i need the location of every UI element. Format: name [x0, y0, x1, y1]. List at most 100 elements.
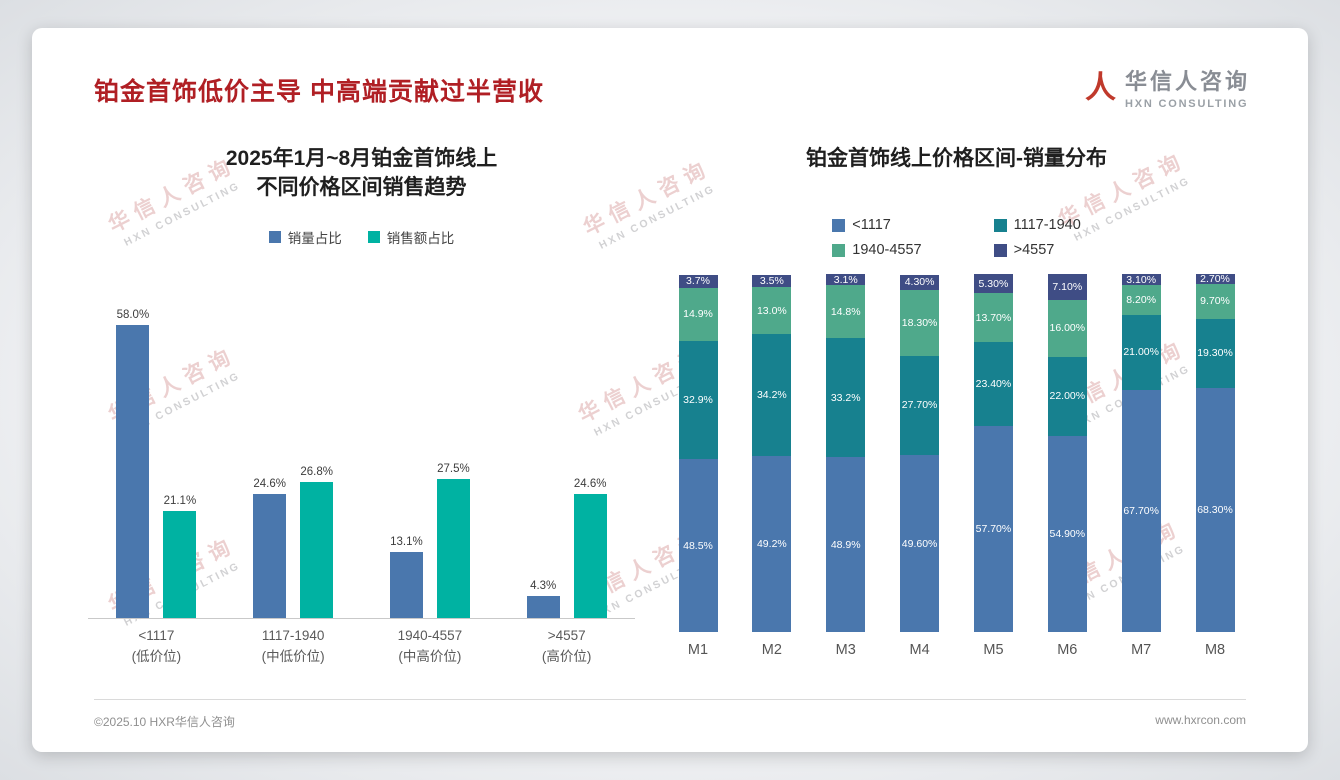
x-axis-label: M5 — [983, 642, 1004, 659]
stack-segment: 3.10% — [1121, 274, 1161, 286]
copyright-text: ©2025.10 HXR华信人咨询 — [94, 715, 235, 729]
segment-value-label: 34.2% — [756, 389, 787, 402]
bar: 21.1% — [163, 495, 197, 618]
stack-column: 67.70% 21.00% 8.20% 3.10% — [1104, 274, 1178, 633]
x-axis-label: M3 — [835, 642, 856, 659]
segment-value-label: 14.9% — [683, 308, 713, 321]
x-axis-label: M7 — [1131, 642, 1152, 659]
legend-item: <1117 — [832, 217, 921, 233]
left-chart-legend: 销量占比 销售额占比 — [88, 227, 635, 247]
bar-group: 58.0% 21.1% — [88, 279, 225, 618]
stack-segment: 49.2% — [752, 456, 792, 633]
bar-group: 24.6% 26.8% — [225, 279, 362, 618]
segment-value-label: 13.70% — [975, 311, 1012, 324]
stack-bar: 67.70% 21.00% 8.20% 3.10% — [1121, 274, 1161, 633]
bar: 24.6% — [573, 477, 607, 618]
legend-swatch — [832, 243, 846, 257]
legend-swatch — [993, 243, 1007, 257]
x-axis-label: >4557 (高价位) — [541, 627, 592, 664]
left-chart-plot: 58.0% 21.1% 24.6% 26.8% 13.1% 27.5% 4.3% 24.6% — [88, 279, 636, 619]
stack-bar: 48.9% 33.2% 14.8% 3.1% — [826, 274, 866, 633]
left-chart-title: 2025年1月~8月铂金首饰线上 不同价格区间销售趋势 — [225, 147, 498, 200]
stacked-bar-chart: 铂金首饰线上价格区间-销量分布 <1117 1117-1940 1940-4557 >… — [635, 126, 1252, 668]
stack-segment: 49.60% — [900, 454, 940, 633]
stack-column: 68.30% 19.30% 9.70% 2.70% — [1178, 273, 1252, 633]
bar-value-label: 58.0% — [116, 308, 150, 321]
bar-rect — [436, 478, 470, 618]
bar-value-label: 24.6% — [573, 477, 607, 490]
stack-segment: 48.5% — [678, 458, 718, 633]
stack-segment: 21.00% — [1121, 314, 1161, 390]
stack-column: 57.70% 23.40% 13.70% 5.30% — [957, 274, 1031, 633]
page-title: 铂金首饰低价主导 中高端贡献过半营收 — [94, 78, 544, 106]
legend-swatch — [993, 218, 1007, 232]
legend-swatch — [268, 230, 281, 243]
brand-tagline: HXN CONSULTING — [1124, 98, 1249, 110]
legend-item: 销量占比 — [268, 227, 342, 247]
bar-value-label: 24.6% — [253, 477, 286, 490]
stack-segment: 14.8% — [826, 285, 866, 339]
stack-segment: 22.00% — [1047, 357, 1087, 436]
bar-rect — [116, 324, 150, 618]
bar-group: 13.1% 27.5% — [362, 279, 499, 618]
footer: ©2025.10 HXR华信人咨询 www.hxrcon.com — [94, 699, 1246, 730]
segment-value-label: 4.30% — [904, 276, 935, 289]
header: 铂金首饰低价主导 中高端贡献过半营收 人 华信人咨询 HXN CONSULTIN… — [32, 28, 1308, 110]
segment-value-label: 7.10% — [1052, 281, 1083, 294]
bar: 4.3% — [526, 580, 560, 618]
segment-value-label: 48.9% — [830, 538, 861, 551]
stack-segment: 2.70% — [1195, 273, 1235, 286]
stack-segment: 54.90% — [1047, 435, 1087, 633]
stack-segment: 19.30% — [1195, 318, 1235, 388]
legend-item: 销售额占比 — [367, 227, 454, 247]
stack-segment: 3.7% — [678, 274, 718, 288]
stack-segment: 34.2% — [752, 333, 792, 457]
stack-column: 49.2% 34.2% 13.0% 3.5% — [735, 274, 809, 633]
stack-segment: 14.9% — [678, 287, 718, 341]
bar: 58.0% — [116, 308, 150, 618]
legend-swatch — [832, 218, 846, 232]
segment-value-label: 33.2% — [830, 391, 861, 404]
right-chart-xaxis: M1 M2 M3 M4 M5 M6 M7 M8 — [661, 639, 1252, 661]
left-chart-xaxis: <1117 (低价位) 1117-1940 (中低价位) 1940-4557 (中高… — [88, 626, 635, 668]
stack-segment: 27.70% — [900, 355, 940, 455]
segment-value-label: 67.70% — [1123, 505, 1159, 518]
bar-group: 4.3% 24.6% — [498, 279, 635, 618]
segment-value-label: 21.00% — [1123, 346, 1159, 359]
stack-segment: 67.70% — [1121, 390, 1161, 633]
segment-value-label: 57.70% — [975, 523, 1012, 536]
x-axis-label: M1 — [687, 642, 709, 659]
x-axis-label: 1940-4557 (中高价位) — [397, 627, 463, 664]
stack-bar: 48.5% 32.9% 14.9% 3.7% — [678, 274, 718, 633]
legend-item: 1940-4557 — [832, 242, 922, 259]
segment-value-label: 9.70% — [1200, 295, 1230, 308]
legend-label: >4557 — [1013, 242, 1055, 259]
bar: 24.6% — [253, 477, 287, 618]
bar-value-label: 21.1% — [163, 495, 197, 508]
segment-value-label: 54.90% — [1049, 528, 1086, 541]
brand-logo: 人 华信人咨询 HXN CONSULTING — [1085, 64, 1250, 110]
legend-item: >4557 — [993, 242, 1081, 259]
segment-value-label: 23.40% — [975, 377, 1012, 390]
stack-column: 54.90% 22.00% 16.00% 7.10% — [1030, 274, 1104, 633]
segment-value-label: 8.20% — [1126, 294, 1157, 307]
segment-value-label: 2.70% — [1200, 273, 1230, 286]
stack-segment: 33.2% — [826, 338, 866, 458]
legend-label: 1940-4557 — [852, 242, 922, 259]
stack-column: 48.5% 32.9% 14.9% 3.7% — [661, 274, 735, 633]
segment-value-label: 32.9% — [683, 393, 713, 406]
bar: 27.5% — [436, 463, 470, 618]
bar-value-label: 4.3% — [530, 580, 557, 593]
brand-logo-text: 华信人咨询 HXN CONSULTING — [1125, 64, 1250, 110]
x-axis-label: M2 — [761, 642, 782, 659]
stack-segment: 5.30% — [973, 274, 1013, 293]
bar-value-label: 13.1% — [390, 535, 423, 548]
stack-segment: 16.00% — [1047, 299, 1087, 358]
stack-segment: 48.9% — [826, 457, 866, 633]
bar-rect — [253, 493, 287, 618]
segment-value-label: 3.5% — [759, 275, 784, 288]
stack-segment: 18.30% — [900, 290, 940, 356]
stack-segment: 3.1% — [826, 274, 866, 286]
segment-value-label: 5.30% — [978, 277, 1009, 290]
